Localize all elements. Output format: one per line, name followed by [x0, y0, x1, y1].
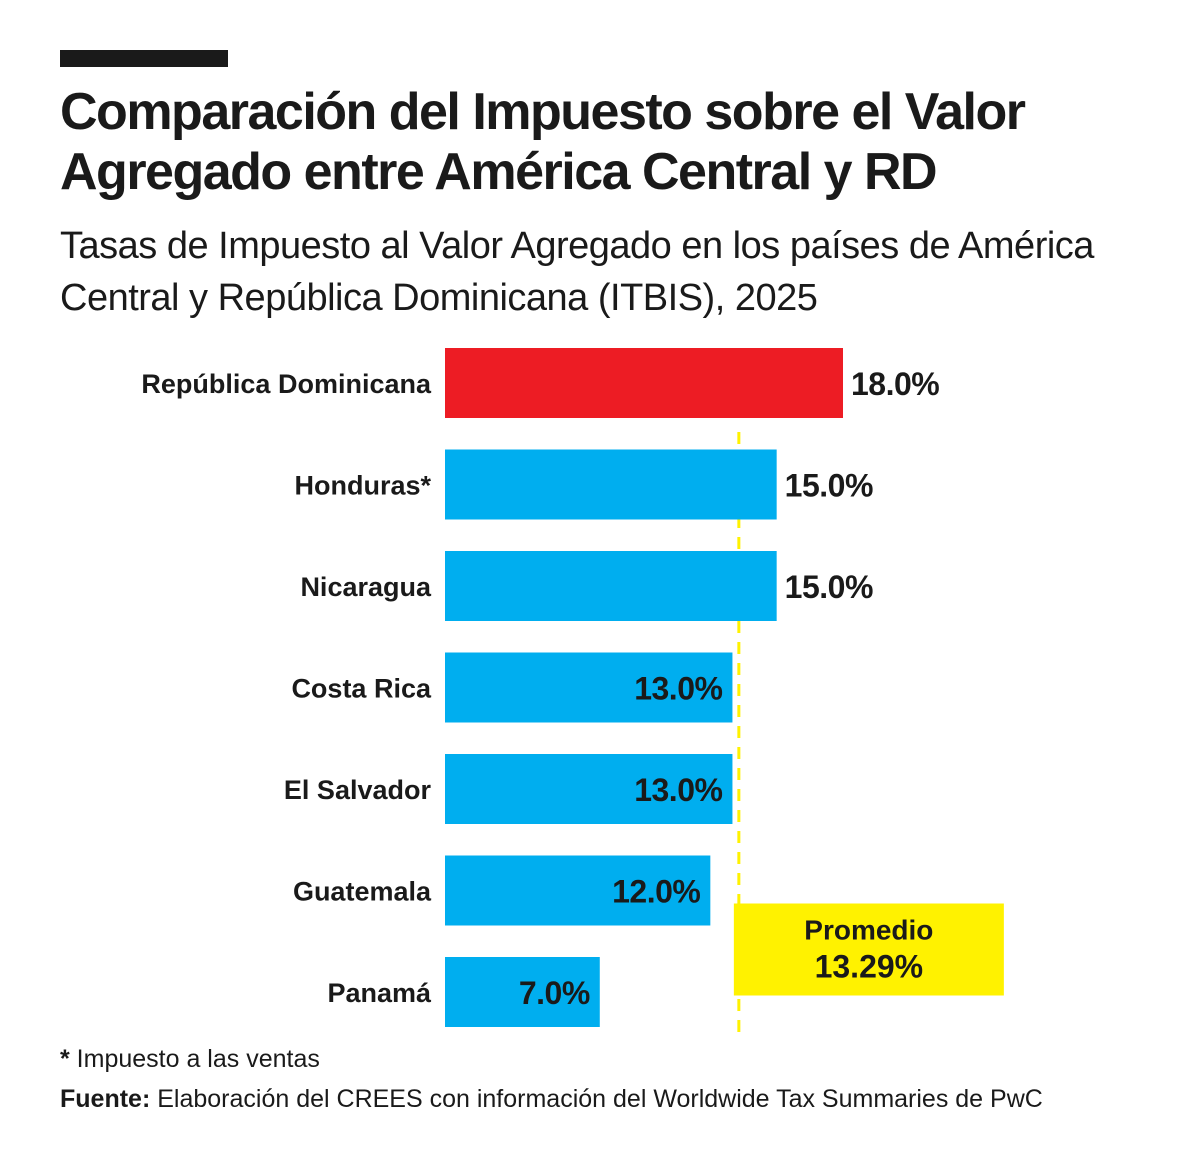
bar: [445, 957, 600, 1027]
footnote: * Impuesto a las ventas: [60, 1045, 320, 1074]
bar: [445, 551, 777, 621]
average-box: [733, 903, 1004, 996]
average-value: 13.29%: [815, 949, 924, 985]
source-text: Elaboración del CREES con información de…: [150, 1085, 1043, 1113]
value-label: 18.0%: [851, 366, 939, 402]
category-label: El Salvador: [284, 775, 432, 805]
value-label: 13.0%: [634, 671, 722, 707]
chart-title: Comparación del Impuesto sobre el Valor …: [60, 83, 1026, 201]
source-note: Fuente: Elaboración del CREES con inform…: [60, 1085, 1043, 1114]
chart-subtitle: Tasas de Impuesto al Valor Agregado en l…: [60, 225, 1094, 319]
value-label: 7.0%: [519, 975, 590, 1011]
category-label: Panamá: [327, 978, 432, 1008]
category-label: Nicaragua: [300, 572, 432, 602]
footnote-text: Impuesto a las ventas: [69, 1045, 320, 1073]
category-label: Guatemala: [293, 877, 432, 907]
value-label: 15.0%: [785, 468, 873, 504]
source-label: Fuente:: [60, 1085, 151, 1113]
category-label: República Dominicana: [141, 369, 432, 399]
footnote-mark: *: [60, 1045, 70, 1073]
bar: [445, 449, 777, 520]
category-label: Costa Rica: [291, 674, 432, 704]
bar: [445, 754, 733, 824]
bar: [445, 348, 843, 418]
value-label: 13.0%: [634, 772, 722, 808]
header-accent-bar: [60, 50, 228, 67]
bar: [445, 855, 711, 926]
average-title: Promedio: [804, 915, 933, 946]
bar-chart: República Dominicana 18.0% Honduras* 15.0% N…: [141, 348, 1004, 1037]
value-label: 15.0%: [785, 569, 873, 605]
category-label: Honduras*: [294, 471, 431, 501]
bar: [445, 652, 733, 723]
value-label: 12.0%: [612, 874, 700, 910]
